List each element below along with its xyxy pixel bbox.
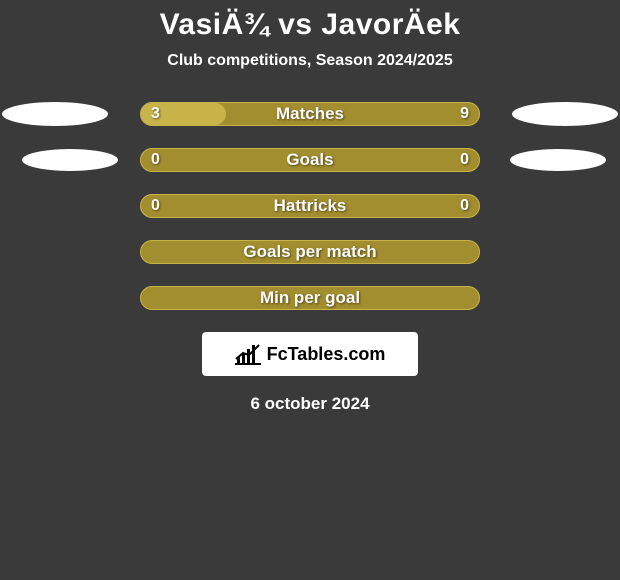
comparison-card: VasiÄ¾ vs JavorÄek Club competitions, Se… (0, 0, 620, 414)
stat-bar: Min per goal (140, 286, 480, 310)
branding-box: FcTables.com (202, 332, 418, 376)
stats-area: Matches 3 9 Goals 0 0 Hattricks 0 0 Goals per mat… (0, 102, 620, 310)
branding-text: FcTables.com (267, 344, 386, 365)
stat-bar: Matches 3 9 (140, 102, 480, 126)
stat-value-right: 0 (460, 197, 469, 215)
page-subtitle: Club competitions, Season 2024/2025 (0, 52, 620, 70)
stat-value-right: 9 (460, 105, 469, 123)
player-left-ellipse (22, 149, 118, 171)
stat-bar: Goals 0 0 (140, 148, 480, 172)
stat-bar: Goals per match (140, 240, 480, 264)
date-text: 6 october 2024 (0, 394, 620, 414)
stat-label: Hattricks (274, 196, 347, 216)
stat-label: Min per goal (260, 288, 360, 308)
stat-value-left: 0 (151, 197, 160, 215)
player-right-ellipse (510, 149, 606, 171)
stat-value-right: 0 (460, 151, 469, 169)
stat-row: Goals per match (0, 240, 620, 264)
stat-row: Hattricks 0 0 (0, 194, 620, 218)
stat-label: Matches (276, 104, 344, 124)
stat-label: Goals (286, 150, 333, 170)
player-right-ellipse (512, 102, 618, 126)
player-left-ellipse (2, 102, 108, 126)
stat-row: Min per goal (0, 286, 620, 310)
stat-bar: Hattricks 0 0 (140, 194, 480, 218)
stat-value-left: 3 (151, 105, 160, 123)
page-title: VasiÄ¾ vs JavorÄek (0, 8, 620, 42)
stat-label: Goals per match (243, 242, 376, 262)
stat-row: Goals 0 0 (0, 148, 620, 172)
bar-chart-icon (235, 343, 261, 365)
stat-row: Matches 3 9 (0, 102, 620, 126)
stat-value-left: 0 (151, 151, 160, 169)
